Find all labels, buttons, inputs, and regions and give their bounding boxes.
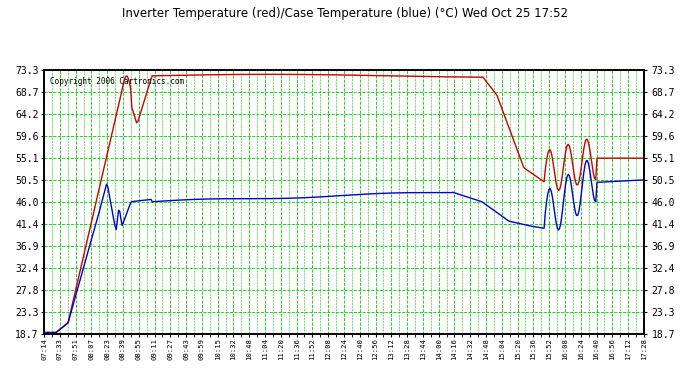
Text: Copyright 2006 Cartronics.com: Copyright 2006 Cartronics.com	[50, 77, 184, 86]
Text: Inverter Temperature (red)/Case Temperature (blue) (°C) Wed Oct 25 17:52: Inverter Temperature (red)/Case Temperat…	[122, 8, 568, 21]
